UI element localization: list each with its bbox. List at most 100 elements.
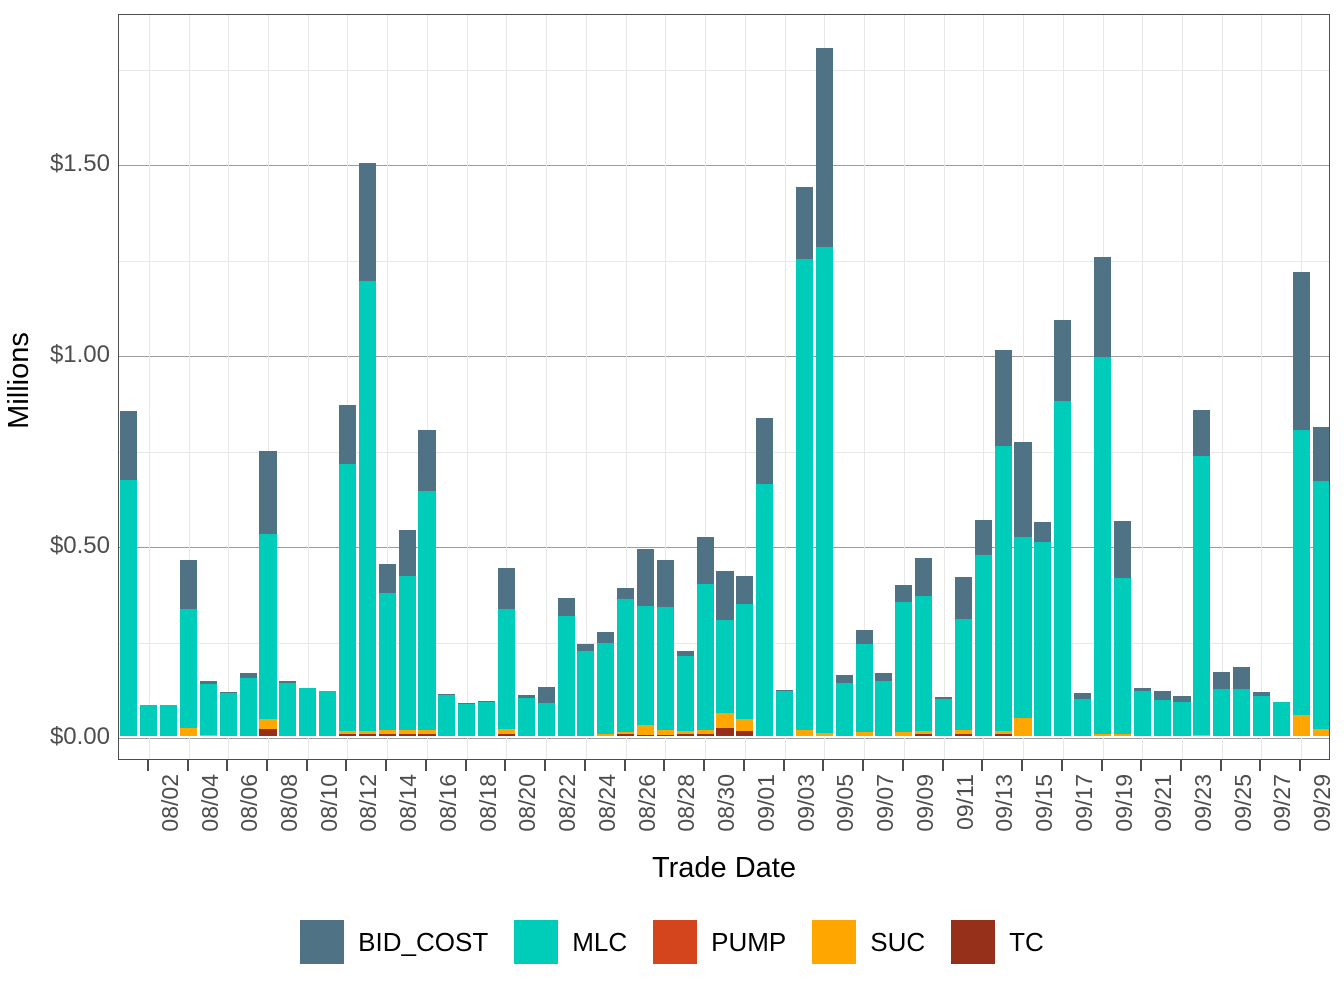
bar-09-23[interactable] bbox=[1173, 695, 1191, 736]
bar-09-27[interactable] bbox=[1252, 691, 1270, 736]
bar-08-28[interactable] bbox=[656, 560, 674, 736]
bar-09-02[interactable] bbox=[756, 417, 774, 736]
gridline-minor-vertical bbox=[1023, 15, 1024, 759]
bar-08-07[interactable] bbox=[239, 672, 257, 736]
bar-08-08[interactable] bbox=[259, 451, 277, 736]
bar-segment-bid_cost bbox=[795, 186, 813, 260]
bar-segment-bid_cost bbox=[557, 597, 575, 617]
x-tick-mark bbox=[186, 760, 189, 771]
x-tick-mark bbox=[941, 760, 944, 771]
bar-08-05[interactable] bbox=[199, 681, 217, 736]
bar-09-26[interactable] bbox=[1233, 666, 1251, 736]
bar-09-29[interactable] bbox=[1292, 271, 1310, 736]
x-tick-mark bbox=[1219, 760, 1222, 771]
bar-09-04[interactable] bbox=[795, 186, 813, 736]
bar-09-15[interactable] bbox=[1014, 441, 1032, 736]
bar-segment-mlc bbox=[1312, 480, 1329, 730]
legend-label: PUMP bbox=[711, 926, 787, 957]
chart-legend: BID_COST MLC PUMP SUC TC bbox=[0, 920, 1344, 964]
bar-08-17[interactable] bbox=[438, 693, 456, 736]
bar-segment-bid_cost bbox=[378, 564, 396, 593]
bar-segment-bid_cost bbox=[1292, 271, 1310, 431]
bar-08-03[interactable] bbox=[160, 704, 178, 736]
bar-08-14[interactable] bbox=[378, 564, 396, 736]
bar-08-12[interactable] bbox=[338, 404, 357, 736]
gridline-minor-vertical bbox=[785, 15, 786, 759]
bar-08-21[interactable] bbox=[517, 695, 535, 736]
bar-segment-tc bbox=[636, 734, 655, 736]
bar-08-26[interactable] bbox=[617, 587, 635, 736]
bar-09-19[interactable] bbox=[1093, 257, 1112, 736]
legend-item-tc[interactable]: TC bbox=[951, 920, 1044, 964]
bar-segment-mlc bbox=[656, 606, 674, 730]
bar-09-10[interactable] bbox=[915, 557, 933, 736]
bar-08-16[interactable] bbox=[418, 429, 436, 736]
bar-08-13[interactable] bbox=[358, 163, 376, 736]
bar-09-18[interactable] bbox=[1074, 692, 1092, 736]
bar-08-09[interactable] bbox=[279, 681, 297, 736]
bar-08-22[interactable] bbox=[537, 686, 555, 736]
bar-08-24[interactable] bbox=[577, 643, 595, 736]
x-tick-mark bbox=[504, 760, 507, 771]
legend-item-bid_cost[interactable]: BID_COST bbox=[300, 920, 488, 964]
x-tick-label: 09/09 bbox=[911, 774, 938, 832]
bar-08-30[interactable] bbox=[696, 537, 714, 736]
bar-segment-suc bbox=[398, 730, 416, 735]
bar-08-06[interactable] bbox=[219, 692, 237, 736]
bar-09-21[interactable] bbox=[1133, 687, 1151, 736]
bar-segment-bid_cost bbox=[1312, 427, 1329, 481]
bar-09-24[interactable] bbox=[1193, 410, 1211, 736]
bar-09-28[interactable] bbox=[1272, 702, 1290, 736]
bar-08-20[interactable] bbox=[497, 567, 515, 736]
bar-segment-mlc bbox=[517, 697, 535, 736]
bar-09-22[interactable] bbox=[1153, 691, 1171, 736]
x-tick-mark bbox=[1259, 760, 1262, 771]
bar-segment-mlc bbox=[299, 687, 317, 736]
gridline-minor-vertical bbox=[944, 15, 945, 759]
bar-08-31[interactable] bbox=[716, 571, 734, 736]
bar-09-20[interactable] bbox=[1113, 520, 1131, 736]
bar-09-17[interactable] bbox=[1054, 320, 1072, 736]
bar-09-08[interactable] bbox=[875, 672, 893, 736]
bar-09-13[interactable] bbox=[974, 520, 992, 736]
bar-09-09[interactable] bbox=[895, 584, 913, 736]
bar-09-14[interactable] bbox=[994, 350, 1012, 736]
bar-09-11[interactable] bbox=[935, 697, 953, 736]
bar-08-01[interactable] bbox=[120, 411, 138, 736]
bar-09-01[interactable] bbox=[736, 575, 754, 736]
gridline-minor-vertical bbox=[308, 15, 309, 759]
bar-segment-bid_cost bbox=[438, 693, 456, 695]
bar-09-30[interactable] bbox=[1312, 427, 1329, 736]
x-tick-mark bbox=[782, 760, 785, 771]
bar-08-10[interactable] bbox=[299, 687, 317, 736]
legend-item-pump[interactable]: PUMP bbox=[653, 920, 786, 964]
bar-08-29[interactable] bbox=[676, 651, 694, 736]
bar-08-19[interactable] bbox=[478, 701, 496, 736]
bar-09-03[interactable] bbox=[776, 690, 794, 736]
bar-09-12[interactable] bbox=[954, 577, 972, 736]
bar-08-04[interactable] bbox=[179, 560, 198, 736]
bar-09-07[interactable] bbox=[855, 630, 873, 736]
legend-item-suc[interactable]: SUC bbox=[812, 920, 925, 964]
bar-09-16[interactable] bbox=[1034, 522, 1052, 736]
bar-segment-tc bbox=[338, 734, 357, 736]
bar-08-27[interactable] bbox=[636, 549, 655, 736]
bar-09-05[interactable] bbox=[815, 47, 833, 736]
bar-segment-suc bbox=[915, 730, 933, 735]
gridline-minor-vertical bbox=[1222, 15, 1223, 759]
legend-item-mlc[interactable]: MLC bbox=[514, 920, 627, 964]
x-axis-title-text: Trade Date bbox=[652, 852, 796, 884]
bar-08-02[interactable] bbox=[140, 705, 158, 736]
bar-segment-bid_cost bbox=[1133, 687, 1151, 691]
bar-08-18[interactable] bbox=[458, 702, 476, 736]
bar-08-23[interactable] bbox=[557, 597, 575, 736]
bar-08-11[interactable] bbox=[319, 690, 337, 736]
x-tick-label: 09/01 bbox=[752, 774, 779, 832]
bar-09-25[interactable] bbox=[1213, 672, 1231, 736]
x-tick-label: 08/14 bbox=[395, 774, 422, 832]
bar-08-25[interactable] bbox=[597, 632, 615, 736]
bar-09-06[interactable] bbox=[835, 674, 853, 736]
bar-08-15[interactable] bbox=[398, 529, 416, 736]
gridline-minor-vertical bbox=[626, 15, 627, 759]
bar-segment-mlc bbox=[1272, 702, 1290, 736]
